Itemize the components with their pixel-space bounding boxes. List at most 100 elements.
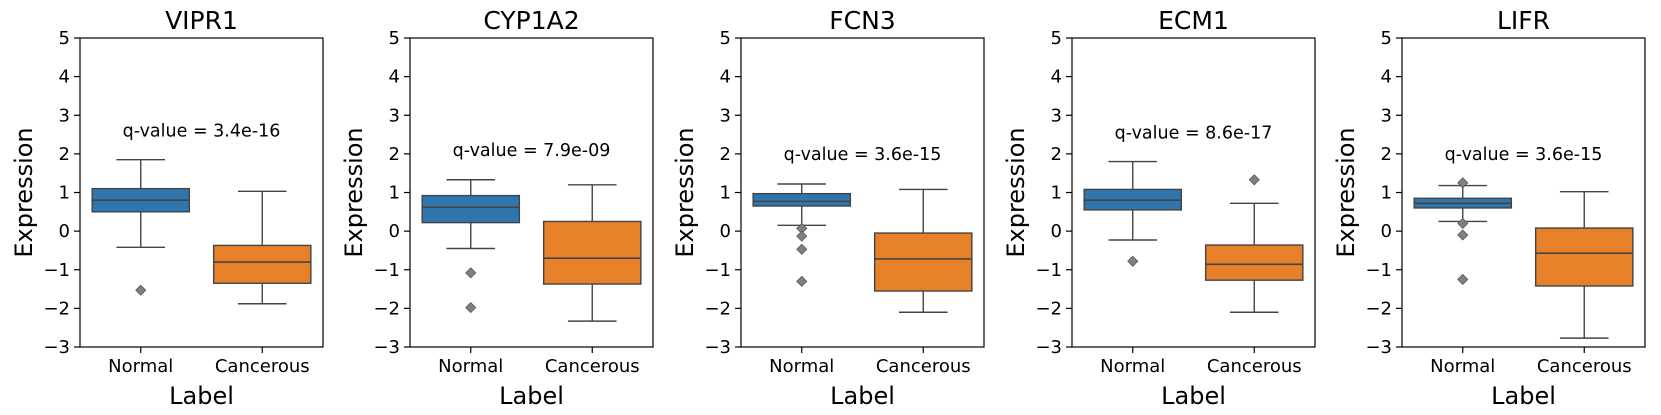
- iqr-box: [873, 232, 973, 292]
- y-tick-label: 5: [1051, 28, 1062, 49]
- panel-vipr1: VIPR1 −3 −2 −1 0 1 2 3 4 5 Expression Label q-value …: [10, 6, 324, 410]
- plot-frame: [409, 37, 654, 348]
- outlier-point: [1248, 174, 1260, 186]
- box-cancerous: Cancerous: [212, 190, 312, 377]
- y-tick-label: 2: [59, 144, 70, 165]
- plot-frame: [1401, 37, 1646, 348]
- box-cancerous: Cancerous: [1534, 191, 1634, 377]
- y-tick-label: 2: [389, 144, 400, 165]
- y-tick-label: 4: [720, 67, 731, 88]
- y-tick-label: 0: [1381, 221, 1392, 242]
- y-tick-label: −1: [1365, 260, 1392, 281]
- y-tick-label: −2: [704, 298, 731, 319]
- y-tick-label: −2: [1365, 298, 1392, 319]
- y-tick-label: 4: [59, 67, 70, 88]
- box-cancerous: Cancerous: [542, 184, 642, 377]
- q-value-annotation: q-value = 7.9e-09: [453, 141, 611, 161]
- outlier-point: [796, 230, 808, 242]
- y-tick-label: 5: [59, 28, 70, 49]
- outlier-point: [796, 275, 808, 287]
- y-tick-label: 4: [1051, 67, 1062, 88]
- x-tick-label: Normal: [1430, 356, 1495, 377]
- y-tick-label: 5: [720, 28, 731, 49]
- panel-lifr: LIFR −3 −2 −1 0 1 2 3 4 5 Expression Label q-value =…: [1332, 6, 1646, 410]
- y-tick-label: 3: [1051, 105, 1062, 126]
- y-tick-label: 4: [389, 67, 400, 88]
- box-normal: Normal: [91, 158, 191, 377]
- panel-cyp1a2: CYP1A2 −3 −2 −1 0 1 2 3 4 5 Expression Label q-value…: [340, 6, 654, 410]
- outlier-point: [465, 267, 477, 279]
- box-cancerous: Cancerous: [1204, 174, 1304, 377]
- y-tick-label: 1: [59, 183, 70, 204]
- panel-ecm1: ECM1 −3 −2 −1 0 1 2 3 4 5 Expression Label q-value =…: [1002, 6, 1316, 410]
- iqr-box: [212, 244, 312, 284]
- x-axis-label: Label: [169, 382, 234, 410]
- outlier-point: [135, 284, 147, 296]
- x-tick-label: Normal: [1100, 356, 1165, 377]
- y-tick-label: 3: [389, 105, 400, 126]
- y-tick-label: 3: [1381, 105, 1392, 126]
- y-tick-label: 4: [1381, 67, 1392, 88]
- panel-title: VIPR1: [165, 6, 238, 35]
- panel-title: LIFR: [1497, 6, 1550, 35]
- panel-title: CYP1A2: [483, 6, 579, 35]
- x-tick-label: Cancerous: [876, 356, 971, 377]
- outlier-point: [1127, 255, 1139, 267]
- y-tick-label: −3: [43, 337, 70, 358]
- x-tick-label: Cancerous: [545, 356, 640, 377]
- outlier-point: [1457, 273, 1469, 285]
- y-tick-label: −3: [1035, 337, 1062, 358]
- y-axis-label: Expression: [1002, 127, 1030, 257]
- y-tick-label: −3: [1365, 337, 1392, 358]
- box-normal: Normal: [1413, 177, 1513, 377]
- y-tick-label: −1: [43, 260, 70, 281]
- y-tick-label: 5: [1381, 28, 1392, 49]
- y-tick-label: 1: [389, 183, 400, 204]
- iqr-box: [752, 192, 852, 207]
- plot-frame: [740, 37, 985, 348]
- x-axis-label: Label: [1491, 382, 1556, 410]
- y-tick-label: −3: [373, 337, 400, 358]
- x-tick-label: Normal: [108, 356, 173, 377]
- box-normal: Normal: [1083, 160, 1183, 377]
- x-tick-label: Cancerous: [1207, 356, 1302, 377]
- outlier-point: [796, 243, 808, 255]
- y-tick-label: 2: [720, 144, 731, 165]
- iqr-box: [1534, 227, 1634, 287]
- y-tick-label: 2: [1381, 144, 1392, 165]
- y-tick-label: −1: [373, 260, 400, 281]
- x-axis-label: Label: [499, 382, 564, 410]
- iqr-box: [421, 194, 521, 224]
- box-cancerous: Cancerous: [873, 188, 973, 377]
- box-normal: Normal: [752, 183, 852, 377]
- y-tick-label: 0: [1051, 221, 1062, 242]
- y-tick-label: 0: [389, 221, 400, 242]
- outlier-point: [465, 302, 477, 314]
- y-axis-label: Expression: [340, 127, 368, 257]
- q-value-annotation: q-value = 3.6e-15: [1445, 145, 1603, 165]
- y-tick-label: −2: [373, 298, 400, 319]
- q-value-annotation: q-value = 3.4e-16: [123, 122, 281, 142]
- panel-fcn3: FCN3 −3 −2 −1 0 1 2 3 4 5 Expression Label q-value =…: [671, 6, 985, 410]
- x-axis-label: Label: [1161, 382, 1226, 410]
- iqr-box: [542, 220, 642, 285]
- y-axis-label: Expression: [1332, 127, 1360, 257]
- y-tick-label: 3: [720, 105, 731, 126]
- outlier-point: [1457, 217, 1469, 229]
- panel-title: ECM1: [1158, 6, 1229, 35]
- box-normal: Normal: [421, 179, 521, 377]
- x-tick-label: Cancerous: [1537, 356, 1632, 377]
- y-axis-label: Expression: [671, 127, 699, 257]
- y-tick-label: 0: [59, 221, 70, 242]
- outlier-point: [1457, 177, 1469, 189]
- y-axis-label: Expression: [10, 127, 38, 257]
- y-tick-label: 0: [720, 221, 731, 242]
- q-value-annotation: q-value = 3.6e-15: [784, 145, 942, 165]
- y-tick-label: −1: [1035, 260, 1062, 281]
- y-tick-label: −2: [43, 298, 70, 319]
- x-tick-label: Normal: [769, 356, 834, 377]
- x-tick-label: Cancerous: [215, 356, 310, 377]
- y-tick-label: 5: [389, 28, 400, 49]
- y-tick-label: −2: [1035, 298, 1062, 319]
